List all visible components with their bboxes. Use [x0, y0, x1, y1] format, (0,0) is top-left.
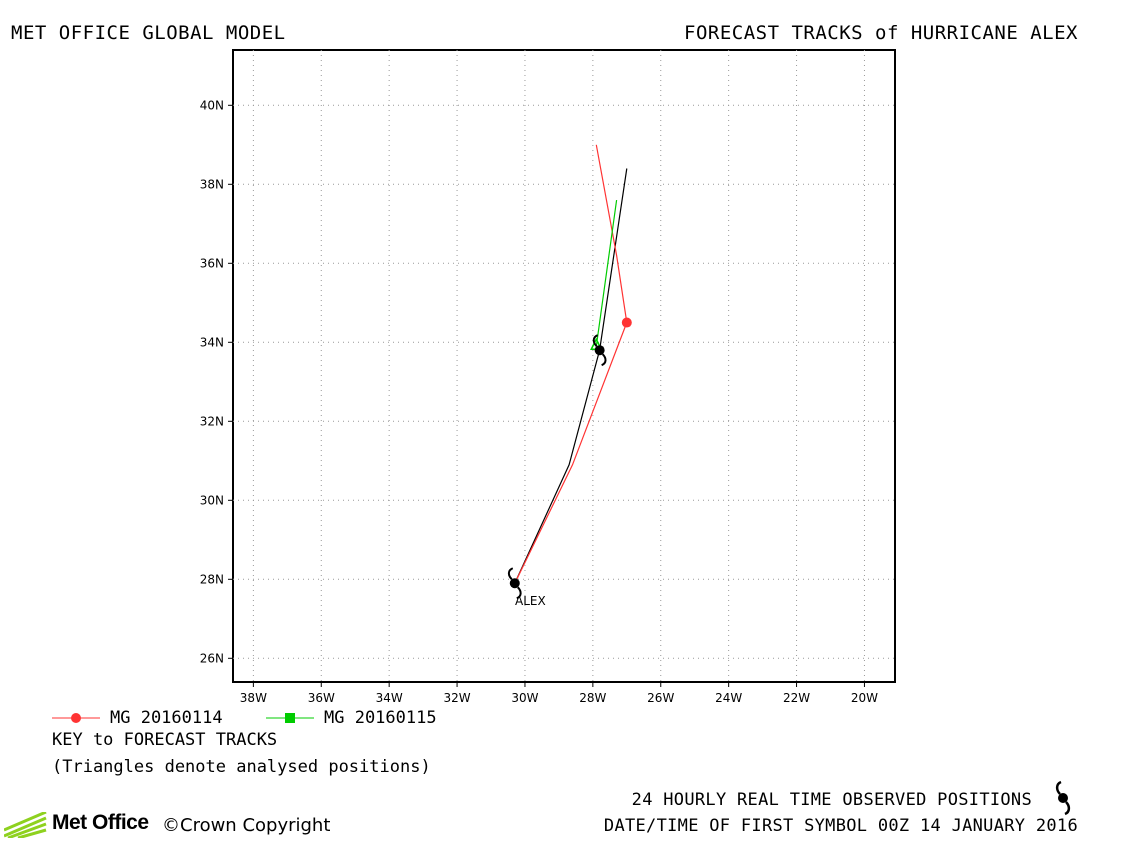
- y-tick-label: 28N: [200, 572, 224, 586]
- tracks: [514, 144, 632, 584]
- logo-text: Met Office: [52, 811, 149, 834]
- legend-label-mg-20160114: MG 20160114: [110, 708, 223, 728]
- y-tick-label: 26N: [200, 651, 224, 665]
- hurricane-symbol: [592, 334, 607, 367]
- x-tick-label: 34W: [376, 691, 403, 705]
- x-tick-label: 38W: [240, 691, 267, 705]
- storm-symbols: [507, 334, 607, 600]
- y-tick-label: 30N: [200, 493, 224, 507]
- x-tick-label: 32W: [443, 691, 470, 705]
- key-note: (Triangles denote analysed positions): [52, 757, 431, 777]
- y-tick-label: 40N: [200, 98, 224, 112]
- observed-positions-text: 24 HOURLY REAL TIME OBSERVED POSITIONS: [631, 790, 1032, 810]
- met-office-logo: Met Office: [3, 810, 149, 840]
- hurricane-arm: [516, 586, 522, 600]
- y-tick-label: 38N: [200, 177, 224, 191]
- legend-red-marker-icon: [52, 713, 100, 723]
- x-tick-label: 22W: [783, 691, 810, 705]
- forecast-marker: [621, 317, 632, 328]
- hurricane-symbol-icon: [1055, 780, 1071, 816]
- x-tick-label: 24W: [715, 691, 742, 705]
- hurricane-arm: [601, 353, 607, 367]
- map-frame: [232, 49, 896, 683]
- chart-title: FORECAST TRACKS of HURRICANE ALEX: [684, 22, 1078, 44]
- y-tick-label: 36N: [200, 256, 224, 270]
- x-tick-label: 30W: [511, 691, 538, 705]
- storm-label: ALEX: [515, 594, 546, 608]
- first-symbol-datetime: DATE/TIME OF FIRST SYMBOL 00Z 14 JANUARY…: [603, 816, 1078, 836]
- x-tick-label: 26W: [647, 691, 674, 705]
- grid: [233, 50, 895, 682]
- y-tick-label: 32N: [200, 414, 224, 428]
- track-mg-20160115: [595, 200, 618, 347]
- key-title: KEY to FORECAST TRACKS: [52, 730, 278, 750]
- x-tick-label: 36W: [308, 691, 335, 705]
- hurricane-symbol: [507, 567, 522, 600]
- x-tick-label: 28W: [579, 691, 606, 705]
- y-tick-label: 34N: [200, 335, 224, 349]
- model-title: MET OFFICE GLOBAL MODEL: [11, 22, 286, 44]
- hurricane-eye: [594, 345, 605, 356]
- track-observed: [514, 168, 628, 584]
- hurricane-eye: [509, 578, 520, 589]
- hurricane-arm: [507, 567, 514, 580]
- y-axis: 26N 28N 30N 32N 34N 36N 38N 40N: [200, 98, 233, 665]
- track-map: 38W 36W 34W 32W 30W 28W 26W 24W 22W 20W 26N 28N 30N…: [200, 49, 896, 705]
- x-axis: 38W 36W 34W 32W 30W 28W 26W 24W 22W 20W: [240, 682, 878, 705]
- legend-green-marker-icon: [266, 713, 314, 723]
- track-mg-20160114: [514, 144, 628, 584]
- x-tick-label: 20W: [851, 691, 878, 705]
- met-office-logo-icon: [3, 810, 47, 840]
- hurricane-arm: [592, 334, 599, 347]
- copyright-text: ©Crown Copyright: [162, 815, 331, 836]
- legend-label-mg-20160115: MG 20160115: [324, 708, 437, 728]
